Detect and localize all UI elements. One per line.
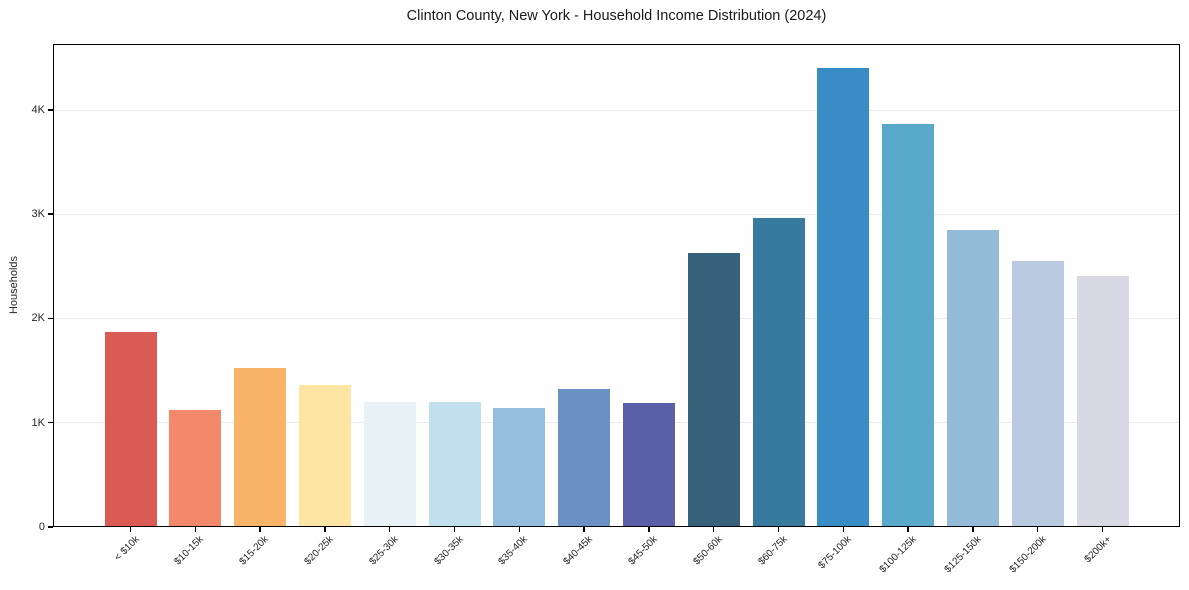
bar-$20-25k [298,384,351,527]
bar-$125-150k [946,229,999,527]
bar-$10-15k [169,410,222,527]
bar-$35-40k [493,408,546,527]
y-axis-label-text: Households [8,255,20,315]
x-tick-$45-50k [648,527,650,532]
x-tick-label-< $10k: < $10k [112,534,142,564]
y-tick-label-3K: 3K [31,208,45,221]
y-tick-4K [48,109,53,111]
y-tick-3K [48,213,53,215]
bar-$75-100k [817,68,870,527]
bar-< $10k [104,332,157,527]
x-tick-$100-125k [907,527,909,532]
bar-$40-45k [558,388,611,527]
x-tick-$30-35k [453,527,456,532]
x-tick-$50-60k [712,527,715,532]
chart-title: Clinton County, New York - Household Inc… [406,8,827,24]
bar-$60-75k [752,218,805,527]
x-tick-$20-25k [324,527,326,532]
y-tick-label-2K: 2K [31,312,45,325]
x-tick-$35-40k [518,527,521,532]
bar-$50-60k [687,253,740,527]
gridline-4K [53,109,1180,111]
bar-$45-50k [622,402,675,527]
x-tick-$200k+ [1101,527,1104,532]
y-tick-1K [48,421,53,424]
gridline-2K [53,318,1180,319]
gridline-1K [53,422,1180,424]
bar-$150-200k [1011,261,1064,527]
x-tick-$125-150k [972,527,974,532]
y-tick-label-0: 0 [38,521,45,533]
y-tick-label-1K: 1K [31,416,45,429]
y-tick-label-4K: 4K [31,103,45,116]
bar-$15-20k [234,367,287,527]
bar-$25-30k [363,402,416,527]
x-tick-$150-200k [1036,527,1039,532]
x-tick-$10-15k [194,527,197,532]
gridline-3K [53,213,1180,215]
bar-$30-35k [428,402,481,527]
bar-$200k+ [1076,276,1129,527]
x-tick-< $10k [129,527,132,532]
y-tick-2K [48,317,53,320]
y-tick-0 [48,526,53,528]
x-tick-$75-100k [842,527,845,532]
bar-$100-125k [882,124,935,527]
x-tick-$60-75k [777,527,780,532]
x-tick-$15-20k [259,527,261,532]
plot-area [53,44,1180,527]
x-tick-$25-30k [388,527,391,532]
x-tick-$40-45k [583,527,585,532]
